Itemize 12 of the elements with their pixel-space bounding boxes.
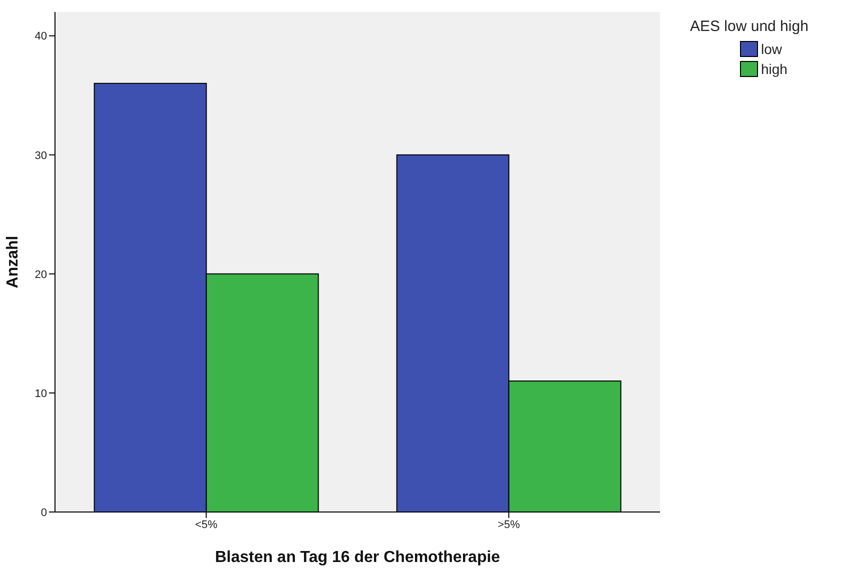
y-tick-label: 30 [34, 150, 47, 162]
y-tick-label: 0 [40, 506, 47, 519]
y-axis-title: Anzahl [4, 236, 22, 288]
y-tick-label: 20 [34, 268, 47, 281]
x-tick-label: >5% [498, 518, 520, 531]
legend-label: low [760, 40, 784, 59]
x-tick-label: <5% [195, 518, 218, 531]
legend-title: AES low und high [690, 18, 808, 35]
x-axis-title: Blasten an Tag 16 der Chemotherapie [214, 549, 500, 566]
legend-label: high [760, 60, 788, 79]
y-tick-label: 10 [34, 388, 47, 400]
y-tick-label: 40 [34, 30, 47, 43]
